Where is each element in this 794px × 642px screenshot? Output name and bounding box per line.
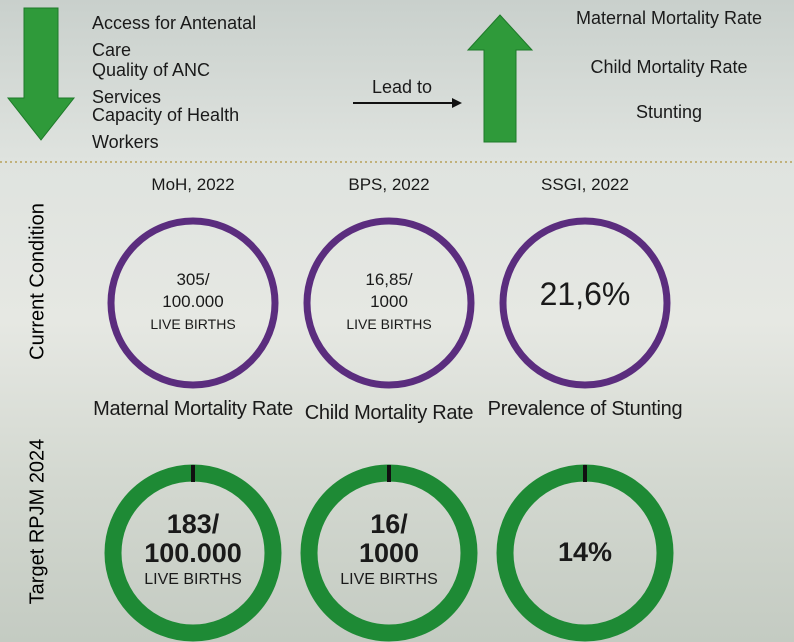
source: SSGI, 2022 [495,175,675,195]
value-line: LIVE BIRTHS [314,313,464,335]
value-line: 100.000 [118,291,268,313]
cause: Capacity of Health Workers [92,102,282,156]
row-label: Target RPJM 2024 [27,392,50,642]
slide: Access for Antenatal Care Quality of ANC… [0,0,794,642]
value-line: 16,85/ [314,269,464,291]
cause: Access for Antenatal Care [92,10,282,64]
value-line: 1000 [314,291,464,313]
down-arrow [8,8,74,140]
value-line: 1000 [314,539,464,568]
up-arrow [468,15,532,142]
row-label: Current Condition [27,152,50,412]
source: BPS, 2022 [299,175,479,195]
source: MoH, 2022 [103,175,283,195]
value-line: LIVE BIRTHS [314,568,464,592]
value-line: 305/ [118,269,268,291]
effect: Maternal Mortality Rate [540,8,794,29]
current-value: 21,6% [510,283,660,305]
value-line: LIVE BIRTHS [118,568,268,592]
lead-arrow-head [452,98,462,108]
effect: Stunting [540,102,794,123]
indicator-name: Prevalence of Stunting [485,396,685,423]
ring-ticks [193,465,585,482]
indicator-name: Maternal Mortality Rate [93,396,293,423]
effect: Child Mortality Rate [540,57,794,78]
value-line: 183/ [118,510,268,539]
value-line: 21,6% [510,283,660,305]
lead-to: Lead to [372,77,432,98]
target-value: 14% [510,538,660,567]
indicator-name: Child Mortality Rate [289,400,489,427]
value-line: LIVE BIRTHS [118,313,268,335]
value-line: 100.000 [118,539,268,568]
value-line: 14% [510,538,660,567]
value-line: 16/ [314,510,464,539]
